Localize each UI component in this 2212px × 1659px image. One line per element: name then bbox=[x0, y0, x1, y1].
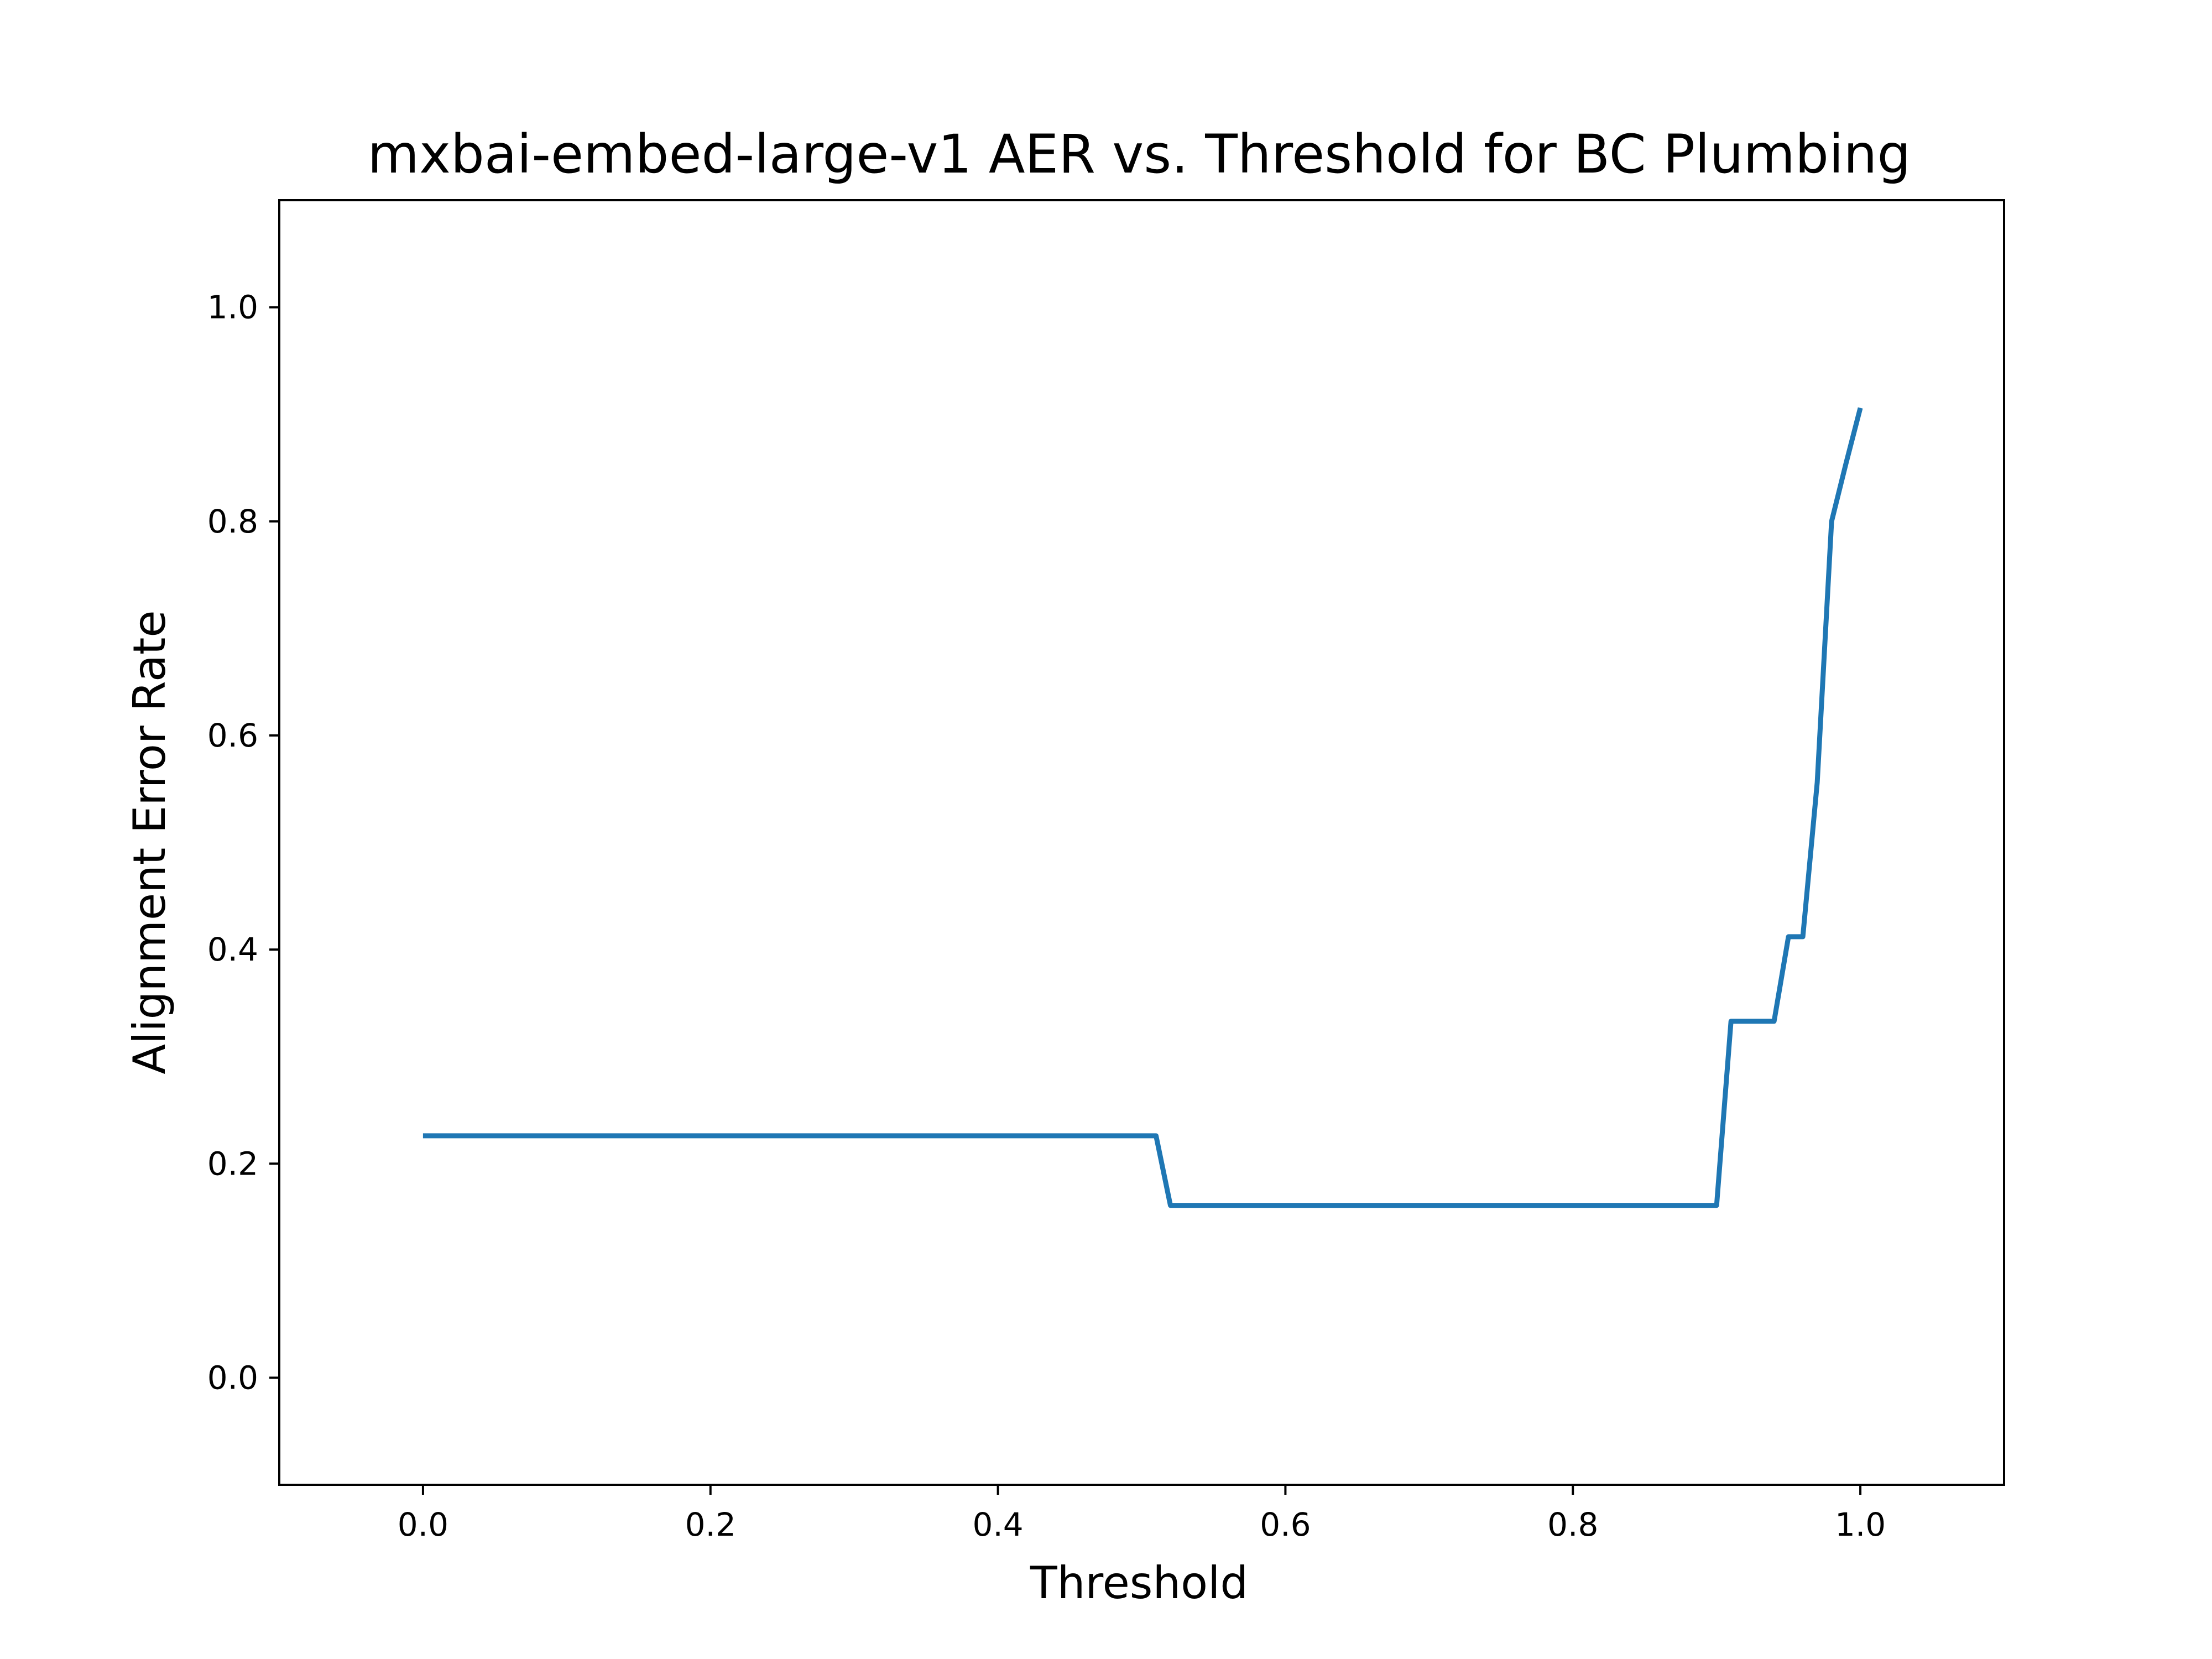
x-axis: 0.0 0.2 0.4 0.6 0.8 1.0 bbox=[398, 1485, 1886, 1543]
y-tick-label: 0.8 bbox=[207, 503, 258, 540]
x-tick-label: 1.0 bbox=[1835, 1506, 1886, 1543]
chart-title: mxbai-embed-large-v1 AER vs. Threshold f… bbox=[368, 123, 1911, 185]
x-tick-label: 0.6 bbox=[1260, 1506, 1311, 1543]
series-line bbox=[422, 407, 1863, 1208]
y-axis: 0.0 0.2 0.4 0.6 0.8 1.0 bbox=[207, 289, 279, 1396]
y-tick-label: 0.2 bbox=[207, 1145, 258, 1182]
y-tick-label: 0.4 bbox=[207, 931, 258, 968]
x-tick-label: 0.0 bbox=[398, 1506, 448, 1543]
x-tick-label: 0.8 bbox=[1547, 1506, 1598, 1543]
y-axis-label: Alignment Error Rate bbox=[124, 610, 175, 1074]
plot-area bbox=[278, 199, 2005, 1486]
y-tick-label: 1.0 bbox=[207, 289, 258, 326]
x-tick-label: 0.4 bbox=[972, 1506, 1023, 1543]
y-tick-label: 0.6 bbox=[207, 717, 258, 754]
y-tick-label: 0.0 bbox=[207, 1359, 258, 1396]
x-tick-label: 0.2 bbox=[685, 1506, 736, 1543]
x-axis-label: Threshold bbox=[1030, 1557, 1248, 1609]
